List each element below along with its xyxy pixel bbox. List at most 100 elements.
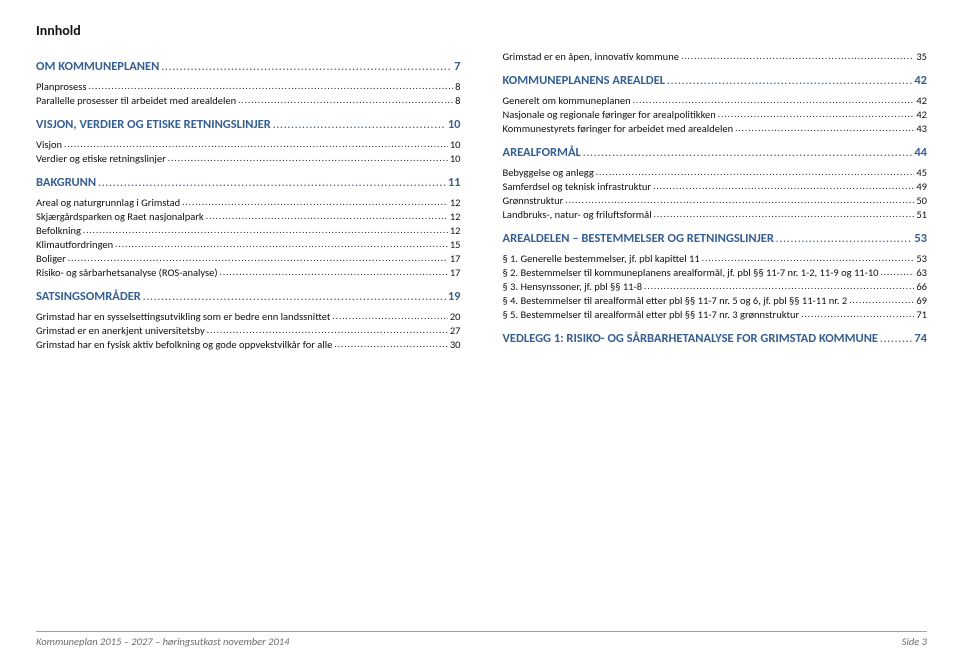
toc-section-page: 7 xyxy=(452,59,460,74)
toc-entry-page: 63 xyxy=(914,266,927,279)
toc-entry-page: 12 xyxy=(448,196,461,209)
footer-right-text: Side 3 xyxy=(902,635,927,648)
toc-section-page: 44 xyxy=(912,145,927,160)
toc-entry-label: Grimstad er en åpen, innovativ kommune xyxy=(503,50,679,63)
toc-entry: Boliger17 xyxy=(36,252,461,265)
toc-entry: Grimstad er en anerkjent universitetsby2… xyxy=(36,324,461,337)
toc-entry-page: 66 xyxy=(914,280,927,293)
toc-entry-page: 43 xyxy=(914,122,927,135)
leader-dots xyxy=(733,123,914,134)
leader-dots xyxy=(700,253,915,264)
toc-left-column: OM KOMMUNEPLANEN 7 Planprosess 8 Parallelle … xyxy=(36,49,461,352)
toc-entry-label: § 4. Bestemmelser til arealformål etter … xyxy=(503,294,848,307)
toc-entry-page: 49 xyxy=(914,180,927,193)
toc-entry-page: 10 xyxy=(448,152,461,165)
toc-entry: § 3. Hensynssoner, jf. pbl §§ 11-866 xyxy=(503,280,928,293)
leader-dots xyxy=(651,181,914,192)
toc-entry-label: Befolkning xyxy=(36,224,81,237)
toc-entry-page: 35 xyxy=(914,50,927,63)
toc-entry-label: Kommunestyrets føringer for arbeidet med… xyxy=(503,122,734,135)
toc-entry-page: 20 xyxy=(448,310,461,323)
toc-section: KOMMUNEPLANENS AREALDEL42 xyxy=(503,73,928,88)
toc-entry-page: 53 xyxy=(914,252,927,265)
toc-entry-label: Grimstad har en fysisk aktiv befolkning … xyxy=(36,338,332,351)
toc-entry-page: 8 xyxy=(453,94,460,107)
leader-dots xyxy=(66,253,448,264)
toc-entry-page: 30 xyxy=(448,338,461,351)
toc-section-label: BAKGRUNN xyxy=(36,175,96,190)
leader-dots xyxy=(159,60,452,73)
leader-dots xyxy=(642,281,914,292)
toc-entry-page: 45 xyxy=(914,166,927,179)
toc-entry-label: Parallelle prosesser til arbeidet med ar… xyxy=(36,94,236,107)
leader-dots xyxy=(218,267,448,278)
toc-entry-page: 12 xyxy=(448,224,461,237)
toc-entry-label: Generelt om kommuneplanen xyxy=(503,94,631,107)
toc-section-label: AREALFORMÅL xyxy=(503,145,581,160)
leader-dots xyxy=(113,239,448,250)
footer-line: Kommuneplan 2015 – 2027 – høringsutkast … xyxy=(36,635,927,648)
toc-entry-label: § 5. Bestemmelser til arealformål etter … xyxy=(503,308,800,321)
leader-dots xyxy=(799,309,914,320)
toc-entry-label: Landbruks-, natur- og friluftsformål xyxy=(503,208,652,221)
toc-entry: Generelt om kommuneplanen 42 xyxy=(503,94,928,107)
toc-entry-label: Klimautfordringen xyxy=(36,238,113,251)
toc-entry: Landbruks-, natur- og friluftsformål51 xyxy=(503,208,928,221)
toc-entry: § 2. Bestemmelser til kommuneplanens are… xyxy=(503,266,928,279)
toc-entry-label: § 1. Generelle bestemmelser, jf. pbl kap… xyxy=(503,252,700,265)
toc-entry-page: 71 xyxy=(914,308,927,321)
toc-section: SATSINGSOMRÅDER19 xyxy=(36,289,461,304)
leader-dots xyxy=(271,118,446,131)
leader-dots xyxy=(652,209,915,220)
toc-entry-page: 42 xyxy=(914,94,927,107)
leader-dots xyxy=(665,74,912,87)
leader-dots xyxy=(594,167,915,178)
toc-entry-label: Areal og naturgrunnlag i Grimstad xyxy=(36,196,180,209)
toc-entry: Areal og naturgrunnlag i Grimstad 12 xyxy=(36,196,461,209)
leader-dots xyxy=(205,325,448,336)
toc-entry-label: Planprosess xyxy=(36,80,86,93)
leader-dots xyxy=(236,95,453,106)
toc-section: BAKGRUNN11 xyxy=(36,175,461,190)
footer-rule xyxy=(36,631,927,632)
toc-entry-label: Nasjonale og regionale føringer for area… xyxy=(503,108,716,121)
toc-entry-page: 15 xyxy=(448,238,461,251)
page: Innhold OM KOMMUNEPLANEN7Planprosess8Par… xyxy=(0,0,959,658)
toc-entry-page: 17 xyxy=(448,266,461,279)
toc-section-label: AREALDELEN – BESTEMMELSER OG RETNINGSLIN… xyxy=(503,231,774,246)
toc-entry: Kommunestyrets føringer for arbeidet med… xyxy=(503,122,928,135)
toc-entry-label: Grimstad har en sysselsettingsutvikling … xyxy=(36,310,330,323)
leader-dots xyxy=(86,81,453,92)
toc-section-label: VEDLEGG 1: RISIKO- OG SÅRBARHETANALYSE F… xyxy=(503,331,879,346)
toc-right-column: Grimstad er en åpen, innovativ kommune 35… xyxy=(503,49,928,352)
page-footer: Kommuneplan 2015 – 2027 – høringsutkast … xyxy=(0,631,959,648)
toc-section: VISJON, VERDIER OG ETISKE RETNINGSLINJER… xyxy=(36,117,461,132)
toc-entry: Grønnstruktur50 xyxy=(503,194,928,207)
toc-entry: Skjærgårdsparken og Raet nasjonalpark12 xyxy=(36,210,461,223)
leader-dots xyxy=(180,197,448,208)
toc-entry-page: 12 xyxy=(448,210,461,223)
leader-dots xyxy=(563,195,914,206)
toc-entry-label: Risiko- og sårbarhetsanalyse (ROS-analys… xyxy=(36,266,218,279)
leader-dots xyxy=(581,146,912,159)
toc-entry: § 5. Bestemmelser til arealformål etter … xyxy=(503,308,928,321)
toc-entry: Nasjonale og regionale føringer for area… xyxy=(503,108,928,121)
toc-section-label: OM KOMMUNEPLANEN xyxy=(36,59,159,74)
toc-entry-label: Visjon xyxy=(36,138,62,151)
toc-entry-page: 50 xyxy=(914,194,927,207)
toc-entry-page: 69 xyxy=(914,294,927,307)
footer-left-text: Kommuneplan 2015 – 2027 – høringsutkast … xyxy=(36,635,289,648)
leader-dots xyxy=(774,232,912,245)
toc-entry: Samferdsel og teknisk infrastruktur49 xyxy=(503,180,928,193)
toc-entry: Befolkning 12 xyxy=(36,224,461,237)
leader-dots xyxy=(204,211,448,222)
toc-entry-label: § 2. Bestemmelser til kommuneplanens are… xyxy=(503,266,879,279)
toc-entry: Grimstad har en sysselsettingsutvikling … xyxy=(36,310,461,323)
toc-section: AREALDELEN – BESTEMMELSER OG RETNINGSLIN… xyxy=(503,231,928,246)
toc-section-page: 19 xyxy=(446,289,461,304)
leader-dots xyxy=(631,95,915,106)
toc-entry: Klimautfordringen 15 xyxy=(36,238,461,251)
toc-entry: Verdier og etiske retningslinjer10 xyxy=(36,152,461,165)
toc-section: VEDLEGG 1: RISIKO- OG SÅRBARHETANALYSE F… xyxy=(503,331,928,346)
leader-dots xyxy=(679,51,914,62)
